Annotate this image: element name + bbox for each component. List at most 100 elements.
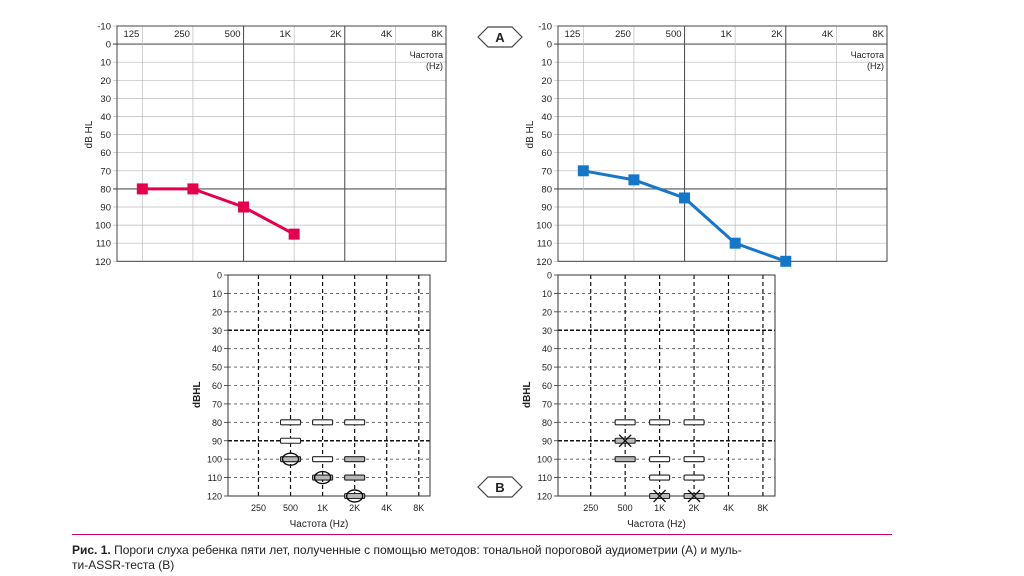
panel-label-a-box: A — [477, 26, 523, 48]
assr-marker-filled-x — [683, 489, 705, 503]
marker-cross — [618, 434, 632, 448]
x-tick-label: 1K — [280, 29, 292, 40]
y-tick-label: 70 — [542, 399, 552, 409]
x-tick-label: 1K — [317, 503, 328, 513]
y-tick-label: 10 — [542, 289, 552, 299]
caption-label: Рис. 1. — [72, 543, 111, 557]
assr-marker-open — [683, 474, 705, 481]
assr-marker-filled-circle — [279, 452, 302, 466]
y-tick-label: 120 — [95, 257, 111, 268]
marker-bar — [614, 419, 636, 426]
data-point — [136, 183, 148, 195]
caption-text-line2: ти-ASSR-теста (В) — [72, 558, 175, 572]
x-tick-label: 250 — [615, 29, 631, 40]
plot-frame — [227, 274, 431, 497]
marker-bar — [344, 492, 366, 500]
plot-frame — [557, 25, 888, 262]
data-point — [729, 237, 741, 249]
assr-marker-open — [312, 419, 334, 426]
y-tick-label: 70 — [541, 166, 552, 177]
panel-label-b-box: B — [477, 476, 523, 498]
x-tick-label: 250 — [251, 503, 266, 513]
x-tick-label: 4K — [381, 29, 393, 40]
y-tick-label: 40 — [542, 344, 552, 354]
marker-circle — [313, 470, 332, 485]
assr-marker-filled — [344, 456, 366, 463]
x-tick-label: 250 — [583, 503, 598, 513]
marker-bar — [279, 419, 302, 426]
y-tick-label: 30 — [212, 326, 222, 336]
y-tick-label: 80 — [212, 418, 222, 428]
y-axis-label: dB HL — [84, 120, 95, 148]
x-axis-unit: (Hz) — [867, 61, 884, 71]
x-axis-label: Частота — [851, 50, 884, 60]
y-tick-label: 120 — [536, 257, 552, 268]
x-tick-label: 500 — [283, 503, 298, 513]
marker-circle — [345, 489, 364, 503]
x-tick-label: 4K — [381, 503, 392, 513]
marker-bar — [279, 456, 302, 463]
assr-marker-filled-circle — [344, 489, 366, 503]
y-tick-label: 70 — [212, 399, 222, 409]
y-tick-label: 0 — [547, 40, 552, 51]
marker-bar — [683, 474, 705, 481]
figure-caption: Рис. 1. Пороги слуха ребенка пяти лет, п… — [72, 543, 902, 573]
y-tick-label: 10 — [212, 289, 222, 299]
y-tick-label: 90 — [542, 436, 552, 446]
x-tick-label: 8K — [431, 29, 443, 40]
assr-marker-open — [649, 456, 671, 463]
y-tick-label: 60 — [100, 148, 111, 159]
panel-label-a: A — [495, 30, 505, 45]
marker-cross — [653, 489, 667, 503]
assr-marker-open — [649, 474, 671, 481]
y-tick-label: 100 — [95, 221, 111, 232]
x-tick-label: 125 — [564, 29, 580, 40]
y-tick-label: 80 — [100, 184, 111, 195]
y-tick-label: 80 — [542, 418, 552, 428]
x-tick-label: 500 — [225, 29, 241, 40]
marker-bar — [344, 456, 366, 463]
data-point — [187, 183, 199, 195]
y-tick-label: 40 — [100, 112, 111, 123]
x-axis-label: Частота (Hz) — [290, 519, 349, 530]
x-tick-label: 2K — [771, 29, 783, 40]
assr-marker-filled-x — [649, 489, 671, 503]
y-tick-label: 80 — [541, 184, 552, 195]
series-line-left-ear — [142, 187, 295, 236]
caption-text: Пороги слуха ребенка пяти лет, полученны… — [110, 543, 742, 557]
x-tick-label: 1K — [721, 29, 733, 40]
y-tick-label: 50 — [212, 363, 222, 373]
assr-marker-filled-circle — [312, 470, 334, 485]
y-tick-label: 0 — [106, 40, 111, 51]
data-point — [238, 201, 250, 213]
x-tick-label: 8K — [757, 503, 768, 513]
y-tick-label: 60 — [542, 381, 552, 391]
y-tick-label: 70 — [100, 166, 111, 177]
assr-marker-open — [683, 419, 705, 426]
y-tick-label: 100 — [207, 455, 222, 465]
marker-bar — [344, 419, 366, 426]
data-point — [780, 255, 792, 267]
data-point — [577, 165, 589, 177]
y-tick-label: 0 — [547, 271, 552, 281]
data-point — [679, 192, 691, 204]
x-tick-label: 500 — [666, 29, 682, 40]
assr-marker-open — [683, 456, 705, 463]
series — [136, 165, 792, 503]
y-tick-label: 110 — [208, 473, 222, 483]
caption-divider — [72, 534, 892, 535]
x-tick-label: 125 — [123, 29, 139, 40]
y-tick-label: 60 — [541, 148, 552, 159]
x-tick-label: 2K — [330, 29, 342, 40]
y-tick-label: -10 — [538, 22, 552, 33]
y-tick-label: 120 — [537, 492, 552, 502]
marker-bar — [649, 474, 671, 481]
y-tick-label: 50 — [542, 363, 552, 373]
assr-marker-open — [312, 456, 334, 463]
x-tick-label: 8K — [413, 503, 424, 513]
y-tick-label: 110 — [538, 473, 552, 483]
assr-marker-open — [279, 419, 302, 426]
marker-bar — [683, 419, 705, 426]
y-tick-label: 110 — [537, 239, 552, 250]
